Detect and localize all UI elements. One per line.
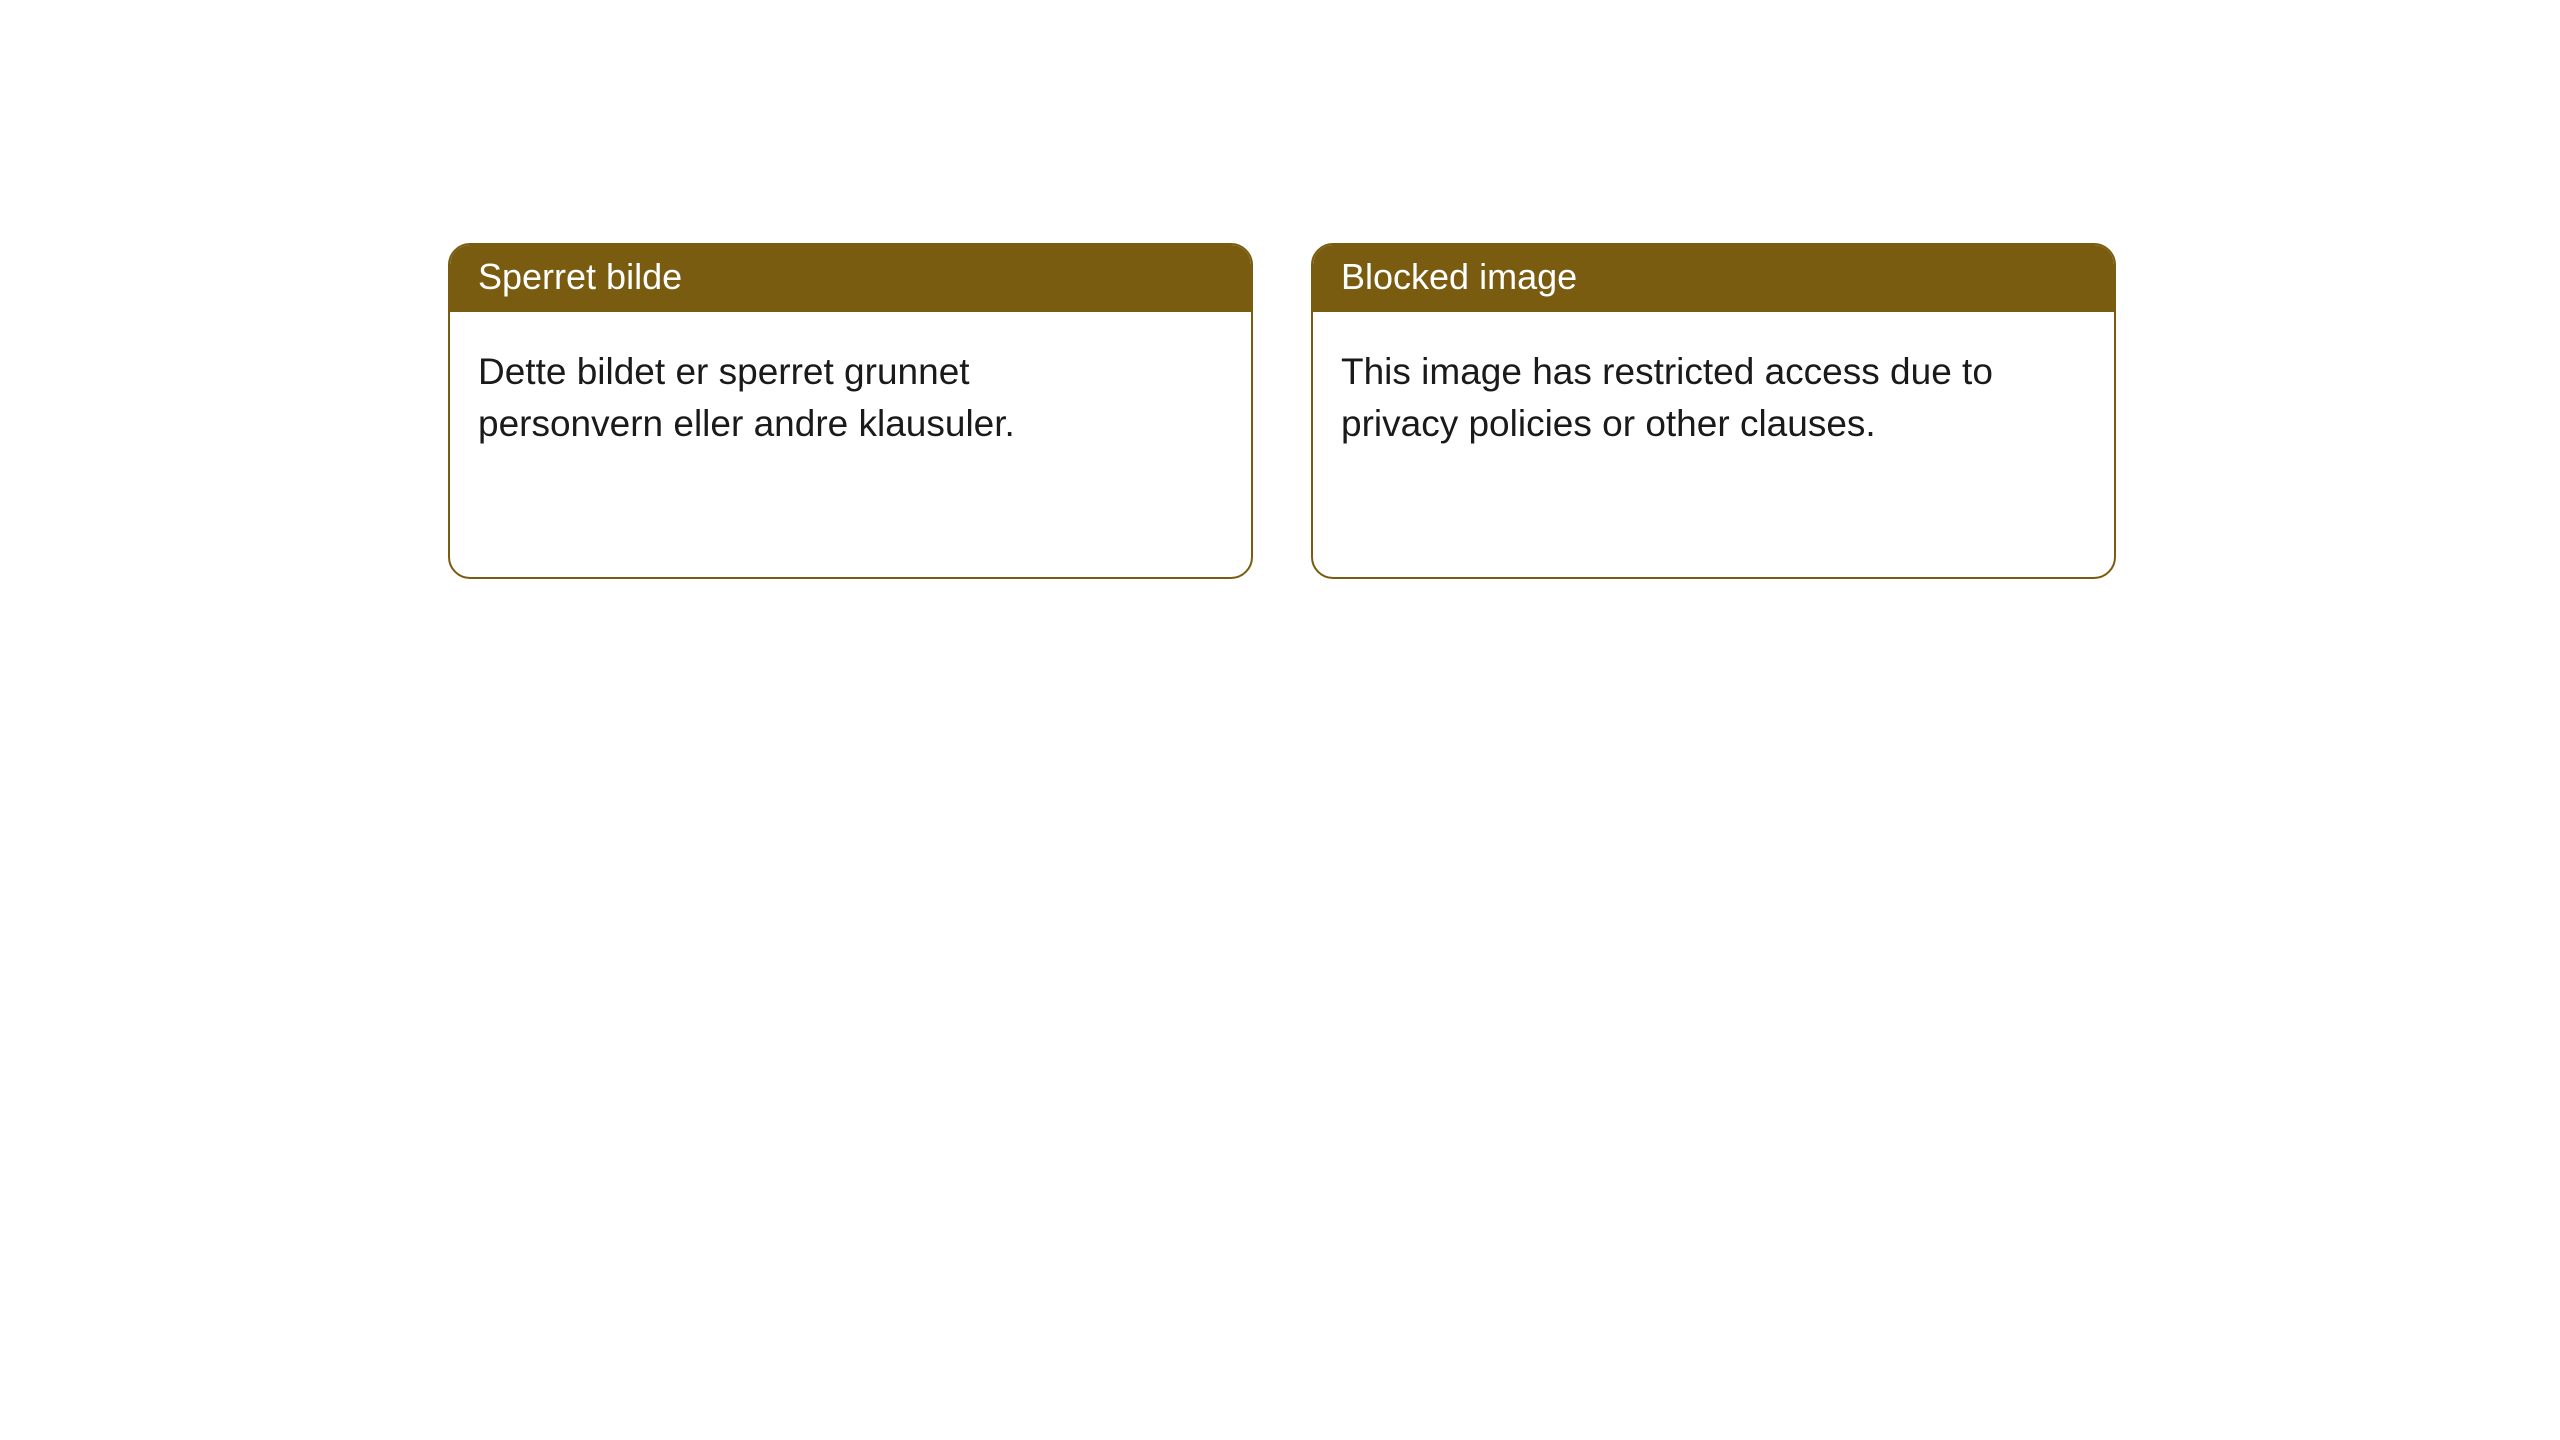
notice-body-norwegian: Dette bildet er sperret grunnet personve… xyxy=(450,312,1170,478)
notice-card-norwegian: Sperret bilde Dette bildet er sperret gr… xyxy=(448,243,1253,579)
notice-card-english: Blocked image This image has restricted … xyxy=(1311,243,2116,579)
notice-title-norwegian: Sperret bilde xyxy=(450,245,1251,312)
notice-title-english: Blocked image xyxy=(1313,245,2114,312)
notice-container: Sperret bilde Dette bildet er sperret gr… xyxy=(0,0,2560,579)
notice-body-english: This image has restricted access due to … xyxy=(1313,312,2033,478)
